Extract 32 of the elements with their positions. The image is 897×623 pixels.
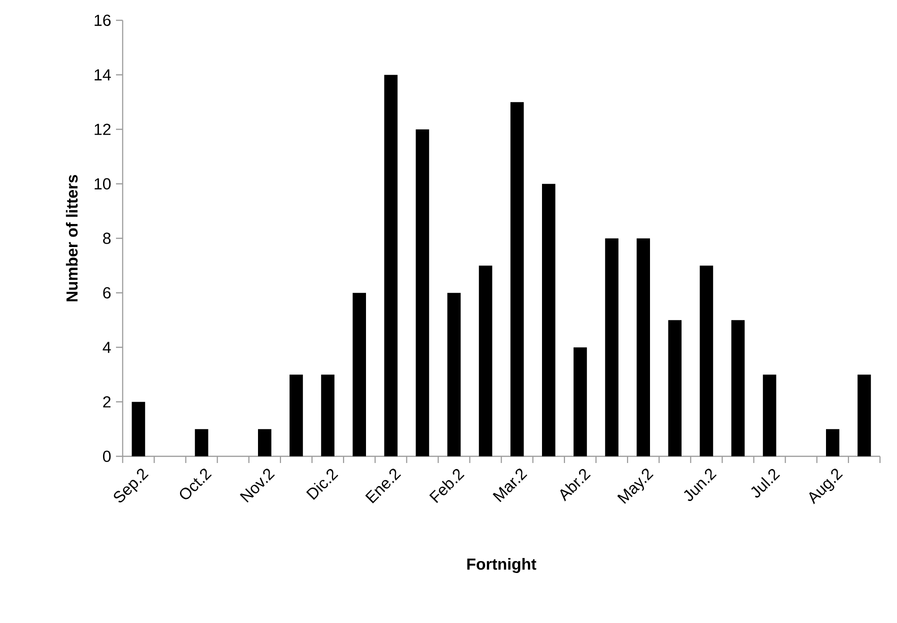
y-tick-label: 6 (103, 287, 111, 298)
bar (762, 374, 776, 456)
bar (605, 238, 618, 456)
bar (447, 292, 461, 456)
bar (668, 320, 682, 456)
bar (542, 184, 556, 456)
y-tick-label: 2 (103, 396, 110, 408)
bar (858, 374, 871, 456)
y-tick-label: 14 (94, 69, 111, 80)
bar (290, 374, 303, 456)
bar (731, 320, 745, 456)
bar (321, 374, 334, 456)
bar (194, 429, 208, 456)
bar (700, 266, 714, 456)
y-tick-label: 4 (102, 342, 111, 353)
bar (636, 238, 650, 456)
x-axis-title: Fortnight (467, 558, 536, 574)
bar (352, 292, 366, 456)
bar (510, 102, 524, 456)
bar (478, 266, 492, 456)
y-tick-label: 16 (94, 14, 111, 26)
y-tick-label: 8 (103, 232, 111, 244)
bar (384, 74, 398, 456)
bar (132, 402, 146, 456)
bar (258, 429, 272, 456)
y-axis-title: Number of litters (66, 174, 78, 302)
bar (574, 347, 587, 456)
y-tick-label: 12 (94, 124, 110, 135)
bar (416, 129, 430, 456)
bar (826, 429, 840, 456)
y-tick-label: 0 (103, 450, 111, 462)
y-tick-label: 10 (94, 178, 111, 190)
